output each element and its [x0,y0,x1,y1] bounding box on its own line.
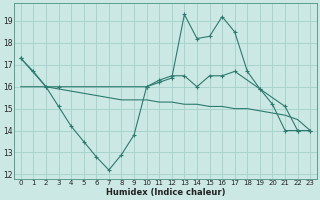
X-axis label: Humidex (Indice chaleur): Humidex (Indice chaleur) [106,188,225,197]
